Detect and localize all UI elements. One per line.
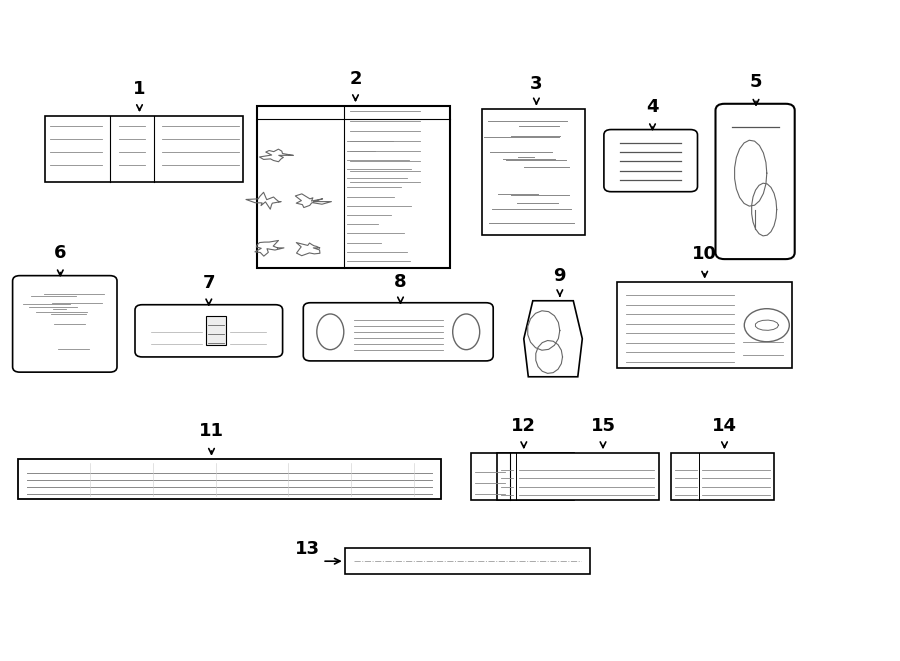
FancyBboxPatch shape <box>13 276 117 372</box>
Circle shape <box>744 309 789 342</box>
Text: 9: 9 <box>554 267 566 285</box>
Bar <box>206 316 226 346</box>
Text: 6: 6 <box>54 244 67 262</box>
Text: 2: 2 <box>349 70 362 88</box>
FancyBboxPatch shape <box>303 303 493 361</box>
Text: 8: 8 <box>394 273 407 291</box>
FancyBboxPatch shape <box>604 130 698 192</box>
Bar <box>345 548 590 574</box>
Text: 4: 4 <box>646 98 659 116</box>
Text: 13: 13 <box>294 540 320 558</box>
Bar <box>45 116 243 182</box>
Bar <box>482 109 585 235</box>
Text: 15: 15 <box>590 417 616 435</box>
FancyBboxPatch shape <box>716 104 795 259</box>
Bar <box>616 282 792 368</box>
FancyBboxPatch shape <box>135 305 283 357</box>
Text: 11: 11 <box>199 422 224 440</box>
Text: 14: 14 <box>712 417 737 435</box>
Bar <box>471 453 574 500</box>
Polygon shape <box>524 301 582 377</box>
Text: 10: 10 <box>692 245 717 263</box>
Bar <box>497 453 659 500</box>
Bar <box>670 453 774 500</box>
Ellipse shape <box>317 314 344 350</box>
Bar <box>18 459 441 499</box>
Text: 1: 1 <box>133 80 146 98</box>
Text: 12: 12 <box>511 417 536 435</box>
Text: 3: 3 <box>530 75 543 93</box>
Text: 5: 5 <box>750 73 762 91</box>
Text: 7: 7 <box>202 274 215 292</box>
Bar <box>256 106 450 268</box>
Ellipse shape <box>453 314 480 350</box>
